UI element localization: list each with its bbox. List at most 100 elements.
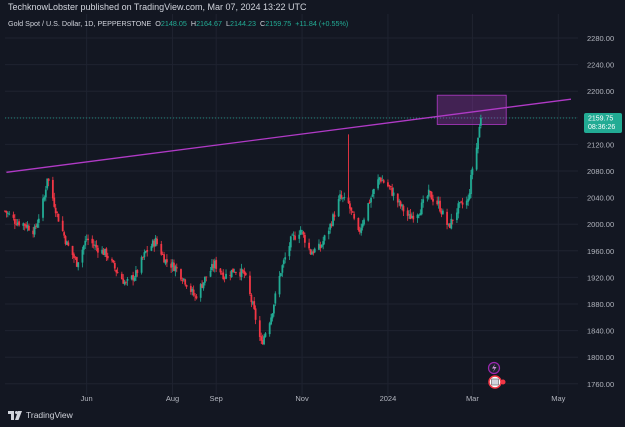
candle-body xyxy=(175,267,178,269)
candle-body xyxy=(242,269,244,272)
candle-body xyxy=(389,186,392,187)
candle-body xyxy=(18,221,20,226)
candle-body xyxy=(133,277,136,281)
candle-body xyxy=(26,225,29,228)
candle-body xyxy=(439,200,441,212)
candle-body xyxy=(74,257,77,259)
candle-body xyxy=(120,273,123,280)
candle-body xyxy=(143,252,146,258)
trendline xyxy=(6,98,572,173)
candle-body xyxy=(401,204,403,207)
last-price-tag-bg xyxy=(584,112,622,133)
symbol-legend[interactable]: Gold Spot / U.S. Dollar, 1D, PEPPERSTONE… xyxy=(8,19,348,28)
candle-body xyxy=(229,275,232,276)
candle-body xyxy=(61,220,64,231)
candle-body xyxy=(456,212,458,221)
candle-body xyxy=(115,269,118,273)
candle-body xyxy=(44,189,47,198)
candle-body xyxy=(329,223,332,230)
candle-body xyxy=(170,263,173,268)
last-price-value: 2159.75 xyxy=(588,115,613,122)
candle-body xyxy=(327,230,330,235)
candle-body xyxy=(192,289,195,296)
candle-body xyxy=(467,198,470,202)
x-tick-label: 2024 xyxy=(380,394,397,403)
y-tick-label: 2200.00 xyxy=(587,87,614,96)
candle-body xyxy=(387,182,389,187)
candle-body xyxy=(330,224,333,226)
y-tick-label: 2000.00 xyxy=(587,220,614,229)
candle-body xyxy=(291,234,294,236)
candle-body xyxy=(412,215,415,220)
candle-body xyxy=(427,189,430,197)
candle-body xyxy=(102,249,105,256)
candle-body xyxy=(350,207,353,211)
candle-body xyxy=(87,238,89,241)
candle-body xyxy=(458,202,461,204)
candle-body xyxy=(75,257,78,267)
candle-body xyxy=(4,210,6,212)
candle-body xyxy=(347,197,350,204)
change-value: +11.84 (+0.55%) xyxy=(295,19,349,28)
candle-body xyxy=(46,178,49,189)
tradingview-brand[interactable]: TradingView xyxy=(8,410,73,420)
candle-body xyxy=(156,238,158,245)
candle-body xyxy=(5,210,8,213)
candle-body xyxy=(182,278,185,280)
candle-body xyxy=(419,213,422,216)
candle-body xyxy=(116,272,119,274)
candle-body xyxy=(268,323,271,335)
candle-body xyxy=(71,245,74,255)
lightning-icon[interactable] xyxy=(487,361,501,375)
candle-body xyxy=(222,272,225,279)
candle-body xyxy=(339,194,341,200)
candle-body xyxy=(457,203,460,214)
candle-body xyxy=(468,193,471,200)
candle-body xyxy=(140,257,143,273)
candle-body xyxy=(388,185,391,187)
candle-body xyxy=(43,197,46,200)
candle-body xyxy=(12,214,15,218)
candle-body xyxy=(392,192,395,196)
candle-body xyxy=(135,270,137,278)
candle-body xyxy=(264,333,267,337)
candle-body xyxy=(271,313,274,319)
candle-body xyxy=(151,240,154,247)
candle-body xyxy=(368,201,371,204)
candle-body xyxy=(51,179,54,199)
candle-body xyxy=(171,262,174,268)
candle-body xyxy=(289,236,292,248)
y-tick-label: 1920.00 xyxy=(587,273,614,282)
x-tick-label: Aug xyxy=(166,394,179,403)
candle-body xyxy=(398,200,401,202)
candle-body xyxy=(367,203,370,221)
y-tick-label: 1840.00 xyxy=(587,327,614,336)
candle-body xyxy=(273,304,275,314)
candle-body xyxy=(478,126,481,138)
candle-body xyxy=(396,193,399,203)
open-label: O xyxy=(155,19,161,28)
candle-body xyxy=(35,225,37,227)
price-axis: 2280.002240.002200.002160.002120.002080.… xyxy=(587,34,614,389)
candle-body xyxy=(105,248,108,258)
candle-body xyxy=(240,268,243,277)
symbol-name: Gold Spot / U.S. Dollar, 1D, PEPPERSTONE xyxy=(8,19,152,28)
candle-body xyxy=(447,223,450,225)
candle-body xyxy=(92,244,95,246)
candle-body xyxy=(204,276,206,283)
candle-body xyxy=(332,214,334,226)
candle-body xyxy=(56,212,58,214)
candle-body xyxy=(8,213,11,215)
calendar-icon[interactable] xyxy=(488,375,506,389)
candle-body xyxy=(479,117,482,126)
last-price-tag: 2159.75 08:36:26 xyxy=(584,112,622,133)
chart-grid xyxy=(5,14,578,395)
candle-body xyxy=(440,211,443,215)
candle-body xyxy=(363,219,365,225)
tradingview-logo-icon xyxy=(8,410,22,420)
candle-body xyxy=(244,272,247,276)
candle-body xyxy=(154,237,157,247)
candle-body xyxy=(436,200,439,205)
candle-body xyxy=(450,218,453,229)
